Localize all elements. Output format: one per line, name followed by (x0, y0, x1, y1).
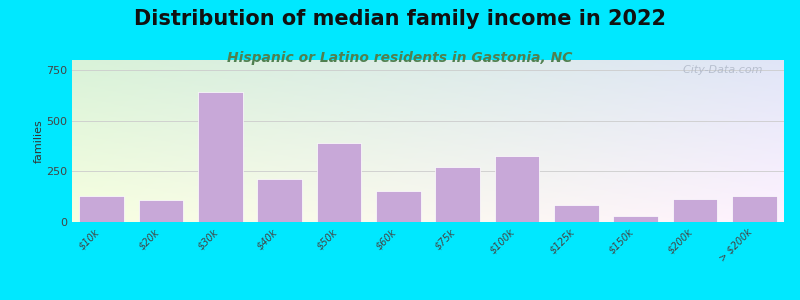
Bar (317, 143, 362, 222)
Bar (138, 200, 183, 222)
Bar (673, 199, 718, 222)
Text: Distribution of median family income in 2022: Distribution of median family income in … (134, 9, 666, 29)
Bar (554, 205, 598, 222)
Y-axis label: families: families (34, 119, 43, 163)
Text: City-Data.com: City-Data.com (676, 65, 762, 75)
Bar (494, 156, 539, 222)
Bar (732, 196, 777, 222)
Text: Hispanic or Latino residents in Gastonia, NC: Hispanic or Latino residents in Gastonia… (227, 51, 573, 65)
Bar (198, 92, 242, 222)
Bar (435, 167, 480, 222)
Bar (258, 179, 302, 222)
Bar (376, 190, 421, 222)
Bar (614, 216, 658, 222)
Bar (79, 196, 124, 222)
